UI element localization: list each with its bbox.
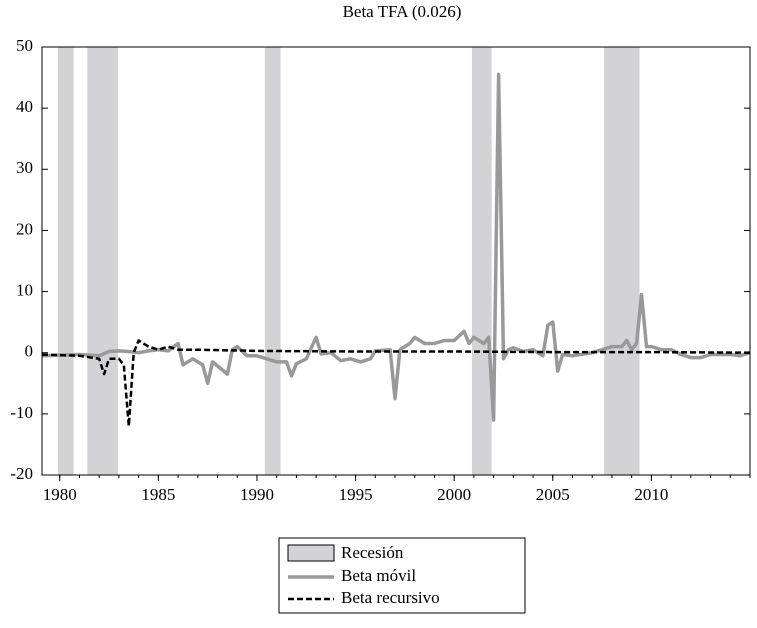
x-tick-label: 1995: [339, 485, 373, 504]
recession-band: [264, 47, 281, 475]
recession-band: [604, 47, 640, 475]
y-tick-label: 30: [16, 158, 33, 177]
recession-band: [87, 47, 118, 475]
series-line: [41, 72, 751, 422]
y-tick-label: 40: [16, 97, 33, 116]
y-tick-label: 20: [16, 219, 33, 238]
x-tick-label: 2005: [536, 485, 570, 504]
legend-swatch: [287, 544, 335, 562]
y-tick-label: 10: [16, 280, 33, 299]
recession-band: [471, 47, 492, 475]
plot-frame: [41, 46, 751, 476]
x-tick-label: 2000: [437, 485, 471, 504]
y-tick-label: 0: [25, 342, 34, 361]
x-tick-label: 1990: [240, 485, 274, 504]
legend-label: Beta recursivo: [341, 588, 440, 607]
legend-label: Beta móvil: [341, 566, 416, 585]
y-tick-label: -10: [10, 403, 33, 422]
y-tick-label: -20: [10, 464, 33, 483]
legend-label: Recesión: [341, 543, 404, 562]
x-tick-label: 1980: [43, 485, 77, 504]
x-tick-label: 1985: [141, 485, 175, 504]
x-tick-label: 2010: [634, 485, 668, 504]
series-line: [41, 339, 751, 428]
y-tick-label: 50: [16, 36, 33, 55]
chart-title: Beta TFA (0.026): [343, 2, 462, 21]
recession-band: [57, 47, 74, 475]
